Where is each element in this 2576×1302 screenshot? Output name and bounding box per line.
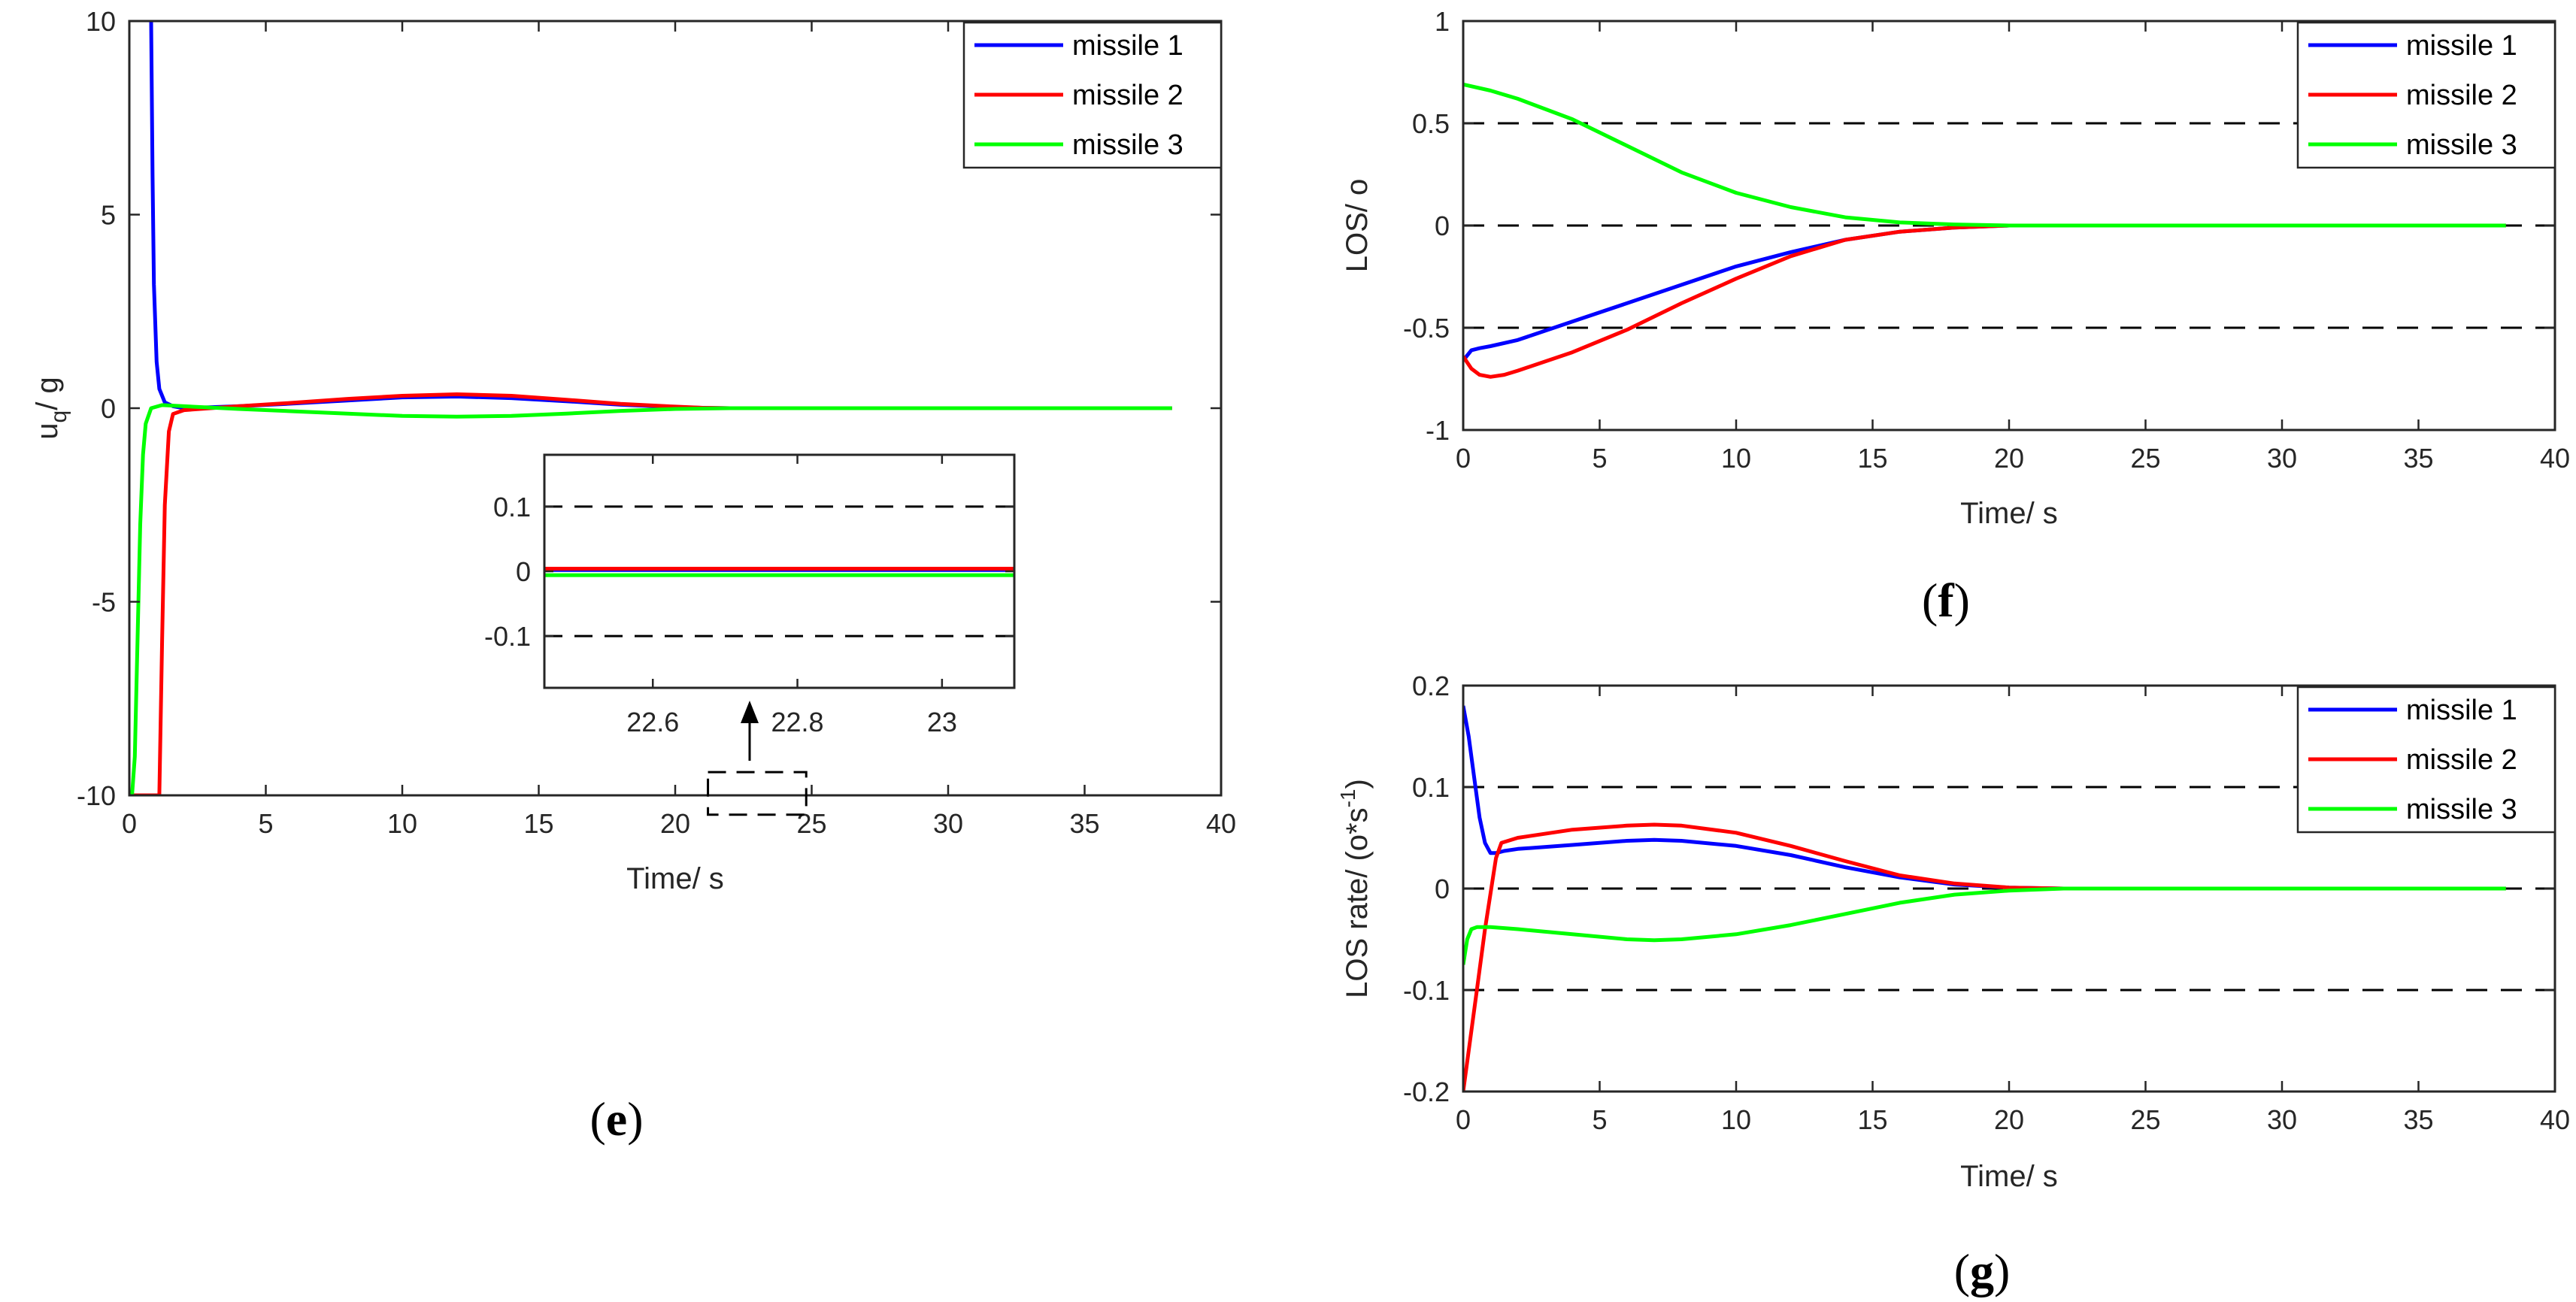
panel-g-xtick-label-2: 10 <box>1721 1104 1751 1135</box>
zoom-box-rect <box>707 771 808 816</box>
panel-e-xlabel: Time/ s <box>626 862 724 895</box>
panel-f-ytick-label-2: 0 <box>1435 210 1450 241</box>
panel-e-legend-label-2: missile 2 <box>1072 80 1183 111</box>
panel-e-xtick-label-3: 15 <box>523 808 553 839</box>
panel-g-xtick-label-0: 0 <box>1456 1104 1471 1135</box>
panel-g-ytick-label-3: 0.1 <box>1412 772 1450 803</box>
panel-f-xtick-label-5: 25 <box>2130 443 2160 474</box>
panel-e-zoom-inset: 22.6 22.8 23 -0.1 0 0.1 <box>484 453 1016 737</box>
panel-g-ytick-label-0: -0.2 <box>1403 1076 1450 1107</box>
panel-label-g: (g) <box>1954 1244 2011 1297</box>
panel-label-e-letter: e <box>606 1092 627 1146</box>
panel-f-ticks: 0 5 10 15 20 25 30 35 40 -1 -0.5 0 0.5 1 <box>1403 6 2570 474</box>
panel-g-ytick-label-2: 0 <box>1435 874 1450 904</box>
panel-f-ytick-label-3: 0.5 <box>1412 108 1450 139</box>
panel-e-legend: missile 1 missile 2 missile 3 <box>962 21 1223 169</box>
panel-e-ytick-label-4: 10 <box>86 6 116 37</box>
panel-e-xtick-label-7: 35 <box>1069 808 1099 839</box>
zoom-box <box>707 771 808 816</box>
panel-f-ytick-label-1: -0.5 <box>1403 313 1450 344</box>
panel-g-series-3-line <box>1463 886 2506 965</box>
panel-g-xtick-label-6: 30 <box>2267 1104 2297 1135</box>
inset-xtick-label-2: 23 <box>927 707 957 737</box>
panel-f-chart: 0 5 10 15 20 25 30 35 40 -1 -0.5 0 0.5 1 Time/ s LOS/… <box>1341 6 2570 530</box>
panel-g-legend-label-3: missile 3 <box>2406 794 2517 825</box>
panel-e-xtick-label-6: 30 <box>933 808 963 839</box>
panel-g-xtick-label-1: 5 <box>1592 1104 1607 1135</box>
zoom-arrow-head <box>741 701 759 723</box>
panel-f-xtick-label-0: 0 <box>1456 443 1471 474</box>
panel-e-ylabel-main: u <box>31 422 64 439</box>
panel-g-legend-label-2: missile 2 <box>2406 744 2517 776</box>
panel-label-e: (e) <box>589 1092 643 1146</box>
panel-e-series-lines <box>129 21 1172 795</box>
panel-g-xtick-label-8: 40 <box>2540 1104 2570 1135</box>
panel-g-ytick-label-4: 0.2 <box>1412 671 1450 701</box>
panel-e-xtick-label-4: 20 <box>660 808 690 839</box>
panel-f-xtick-label-3: 15 <box>1857 443 1887 474</box>
panel-e-ytick-label-1: -5 <box>92 587 116 618</box>
panel-f-xtick-label-2: 10 <box>1721 443 1751 474</box>
panel-g-legend: missile 1 missile 2 missile 3 <box>2296 686 2556 834</box>
panel-g-xtick-label-3: 15 <box>1857 1104 1887 1135</box>
panel-g-xlabel: Time/ s <box>1960 1160 2058 1193</box>
panel-f-xtick-label-4: 20 <box>1994 443 2024 474</box>
panel-e-ytick-label-0: -10 <box>77 780 116 811</box>
panel-label-g-letter: g <box>1970 1244 1994 1297</box>
panel-e-legend-label-1: missile 1 <box>1072 30 1183 62</box>
inset-xtick-label-0: 22.6 <box>626 707 679 737</box>
panel-f-ylabel: LOS/ o <box>1341 179 1374 273</box>
panel-e-ylabel: uq/ g <box>31 377 71 439</box>
panel-g-ylabel-rest: ) <box>1341 779 1374 789</box>
panel-e-ytick-label-2: 0 <box>101 393 116 424</box>
panel-f-xlabel: Time/ s <box>1960 497 2058 530</box>
panel-f-series-3-line <box>1463 82 2506 228</box>
panel-f-legend-label-1: missile 1 <box>2406 30 2517 62</box>
panel-g-ylabel: LOS rate/ (o*s-1) <box>1336 779 1374 998</box>
panel-f-xtick-label-8: 40 <box>2540 443 2570 474</box>
panel-e-ylabel-rest: / g <box>31 377 64 410</box>
panel-g-xtick-label-7: 35 <box>2403 1104 2433 1135</box>
inset-content <box>544 455 1014 688</box>
panel-g-legend-label-1: missile 1 <box>2406 695 2517 726</box>
inset-ytick-label-1: 0 <box>516 556 531 587</box>
panel-e-xtick-label-5: 25 <box>796 808 826 839</box>
panel-label-f-letter: f <box>1938 574 1954 627</box>
inset-ytick-label-0: -0.1 <box>484 621 531 652</box>
panel-e-xtick-label-8: 40 <box>1206 808 1236 839</box>
panel-g-xtick-label-4: 20 <box>1994 1104 2024 1135</box>
panel-label-f: (f) <box>1922 574 1970 627</box>
panel-g-chart: 0 5 10 15 20 25 30 35 40-0.2-0.100.10.2 Time/ s … <box>1336 671 2570 1193</box>
panel-e-series-3-line <box>129 403 1172 795</box>
panel-g-xtick-label-5: 25 <box>2130 1104 2160 1135</box>
inset-frame <box>543 453 1016 689</box>
panel-f-xtick-label-1: 5 <box>1592 443 1607 474</box>
inset-xtick-label-1: 22.8 <box>771 707 823 737</box>
panel-g-ylabel-main: LOS rate/ (o*s <box>1341 807 1374 998</box>
panel-g-ylabel-sup: -1 <box>1336 789 1359 807</box>
panel-f-xtick-label-6: 30 <box>2267 443 2297 474</box>
inset-ytick-label-2: 0.1 <box>493 492 531 522</box>
panel-g-ticks: 0 5 10 15 20 25 30 35 40 -0.2 -0.1 0 0.1 0.2 <box>1403 671 2570 1135</box>
panel-e-xtick-label-2: 10 <box>387 808 417 839</box>
panel-f-xtick-label-7: 35 <box>2403 443 2433 474</box>
panel-f-legend-label-2: missile 2 <box>2406 80 2517 111</box>
panel-e-xtick-label-0: 0 <box>122 808 137 839</box>
panel-f-legend: missile 1 missile 2 missile 3 <box>2296 21 2556 169</box>
panel-e-ytick-label-3: 5 <box>101 200 116 231</box>
panel-f-ytick-label-0: -1 <box>1426 415 1450 446</box>
panel-g-ytick-label-1: -0.1 <box>1403 975 1450 1006</box>
panel-e-ticks: 0 5 10 15 20 25 30 35 40 -10 -5 0 5 10 <box>77 6 1236 839</box>
panel-e-xtick-label-1: 5 <box>258 808 273 839</box>
panel-e-legend-label-3: missile 3 <box>1072 129 1183 161</box>
panel-f-legend-label-3: missile 3 <box>2406 129 2517 161</box>
panel-f-ytick-label-4: 1 <box>1435 6 1450 37</box>
panel-e-ylabel-sub: q <box>47 410 71 423</box>
